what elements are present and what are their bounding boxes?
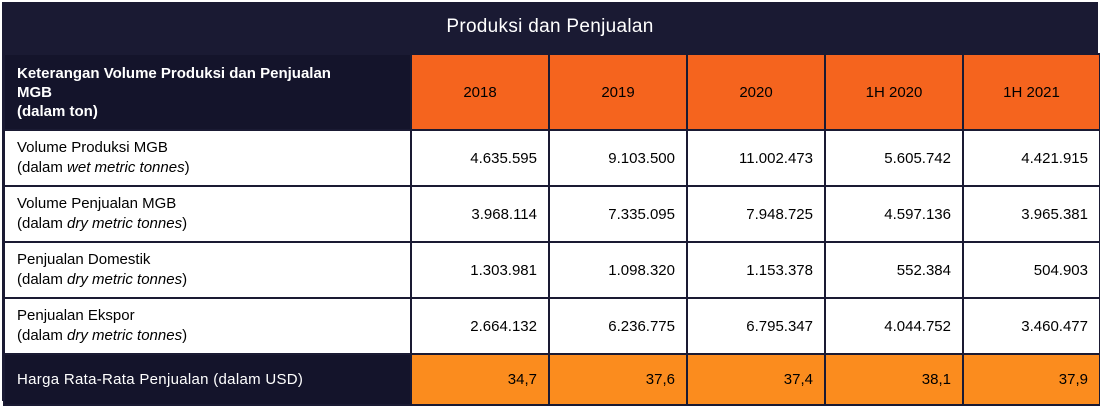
row-name: Penjualan Domestik [17, 251, 151, 268]
unit-suffix: ) [182, 271, 188, 288]
value-cell: 4.044.752 [824, 297, 964, 355]
row-unit: (dalam dry metric tonnes) [17, 326, 398, 346]
value-cell: 1.153.378 [686, 241, 826, 299]
row-label-cell: Penjualan Domestik (dalam dry metric ton… [3, 241, 412, 299]
year-header-1h-2020: 1H 2020 [824, 53, 964, 131]
footer-value-cell: 34,7 [410, 353, 550, 406]
header-label-line1: Keterangan Volume Produksi dan Penjualan [17, 64, 331, 82]
value-cell: 1.098.320 [548, 241, 688, 299]
year-header-2019: 2019 [548, 53, 688, 131]
value-cell: 504.903 [962, 241, 1100, 299]
value-cell: 4.635.595 [410, 129, 550, 187]
row-unit: (dalam dry metric tonnes) [17, 214, 398, 234]
table-row: Penjualan Ekspor (dalam dry metric tonne… [3, 297, 1100, 355]
value-cell: 3.968.114 [410, 185, 550, 243]
row-label-cell: Volume Penjualan MGB (dalam dry metric t… [3, 185, 412, 243]
value-cell: 3.460.477 [962, 297, 1100, 355]
footer-value-cell: 37,6 [548, 353, 688, 406]
year-header-2020: 2020 [686, 53, 826, 131]
unit-italic: wet metric tonnes [67, 159, 185, 176]
table-row: Volume Produksi MGB (dalam wet metric to… [3, 129, 1100, 187]
unit-prefix: (dalam [17, 215, 68, 232]
footer-label: Harga Rata-Rata Penjualan (dalam USD) [3, 353, 412, 406]
value-cell: 2.664.132 [410, 297, 550, 355]
unit-italic: dry metric tonnes [67, 327, 183, 344]
row-unit: (dalam wet metric tonnes) [17, 158, 398, 178]
unit-suffix: ) [184, 159, 190, 176]
table-body: Volume Produksi MGB (dalam wet metric to… [3, 129, 1100, 355]
unit-italic: dry metric tonnes [67, 271, 183, 288]
value-cell: 6.236.775 [548, 297, 688, 355]
table-row: Penjualan Domestik (dalam dry metric ton… [3, 241, 1100, 299]
unit-prefix: (dalam [17, 327, 68, 344]
value-cell: 7.948.725 [686, 185, 826, 243]
unit-italic: dry metric tonnes [67, 215, 183, 232]
year-header-1h-2021: 1H 2021 [962, 53, 1100, 131]
footer-value-cell: 38,1 [824, 353, 964, 406]
table-title: Produksi dan Penjualan [3, 3, 1097, 53]
row-name: Penjualan Ekspor [17, 307, 135, 324]
header-label-line2: MGB [17, 83, 52, 101]
table-row: Volume Penjualan MGB (dalam dry metric t… [3, 185, 1100, 243]
row-unit: (dalam dry metric tonnes) [17, 270, 398, 290]
footer-row: Harga Rata-Rata Penjualan (dalam USD) 34… [3, 353, 1100, 406]
value-cell: 6.795.347 [686, 297, 826, 355]
row-name: Volume Penjualan MGB [17, 195, 177, 212]
value-cell: 3.965.381 [962, 185, 1100, 243]
value-cell: 9.103.500 [548, 129, 688, 187]
year-header-2018: 2018 [410, 53, 550, 131]
unit-prefix: (dalam [17, 159, 68, 176]
value-cell: 7.335.095 [548, 185, 688, 243]
row-label-cell: Penjualan Ekspor (dalam dry metric tonne… [3, 297, 412, 355]
unit-prefix: (dalam [17, 271, 68, 288]
row-label-cell: Volume Produksi MGB (dalam wet metric to… [3, 129, 412, 187]
value-cell: 5.605.742 [824, 129, 964, 187]
header-label-line3: (dalam ton) [17, 102, 98, 120]
row-name: Volume Produksi MGB [17, 139, 168, 156]
value-cell: 552.384 [824, 241, 964, 299]
footer-value-cell: 37,4 [686, 353, 826, 406]
unit-suffix: ) [182, 215, 188, 232]
value-cell: 1.303.981 [410, 241, 550, 299]
value-cell: 11.002.473 [686, 129, 826, 187]
value-cell: 4.421.915 [962, 129, 1100, 187]
footer-value-cell: 37,9 [962, 353, 1100, 406]
value-cell: 4.597.136 [824, 185, 964, 243]
header-row: Keterangan Volume Produksi dan Penjualan… [3, 53, 1100, 131]
header-label-cell: Keterangan Volume Produksi dan Penjualan… [3, 53, 412, 131]
unit-suffix: ) [182, 327, 188, 344]
data-table: Keterangan Volume Produksi dan Penjualan… [3, 53, 1100, 406]
